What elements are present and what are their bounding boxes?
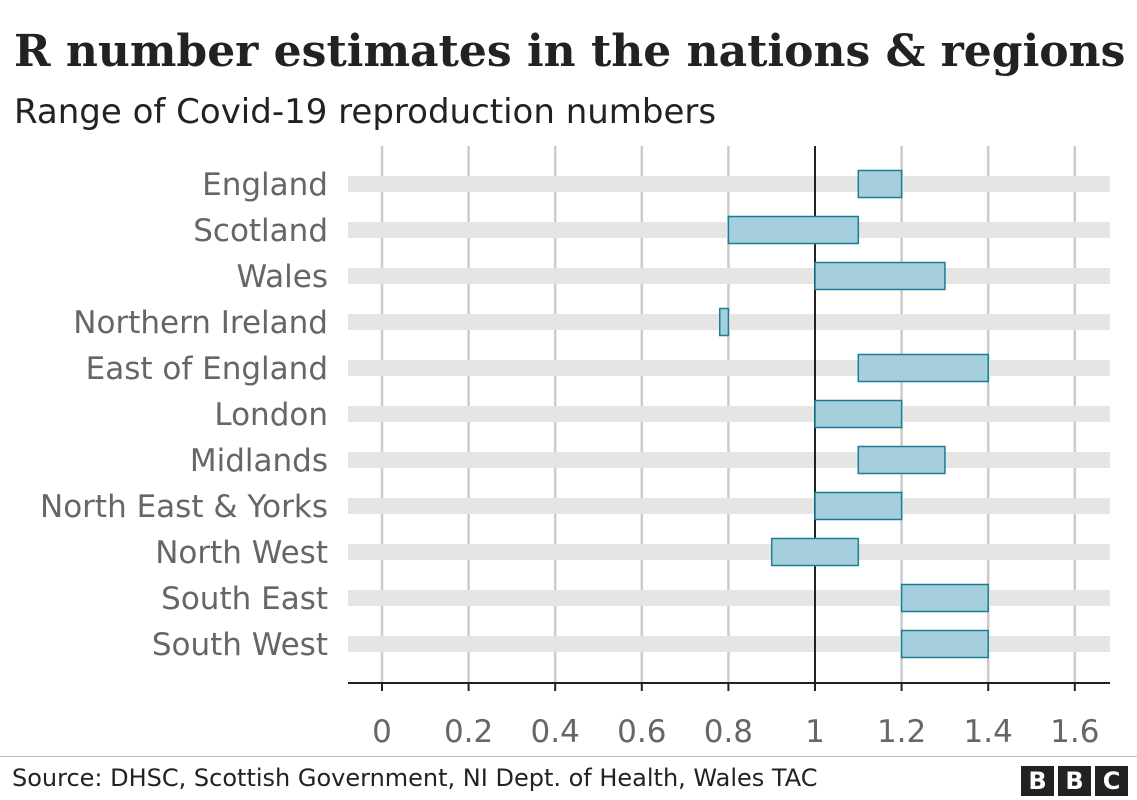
- range-bar: [857, 169, 903, 199]
- chart-title: R number estimates in the nations & regi…: [14, 26, 1126, 77]
- x-tick-label: 1.6: [1050, 714, 1099, 750]
- bbc-logo: B B C: [1021, 766, 1128, 796]
- bbc-logo-block: B: [1021, 766, 1054, 796]
- row-track: [348, 360, 1110, 376]
- category-label: England: [202, 167, 328, 203]
- bbc-logo-block: C: [1095, 766, 1128, 796]
- x-tick-label: 0.8: [704, 714, 753, 750]
- range-bar: [900, 583, 989, 613]
- chart-subtitle: Range of Covid-19 reproduction numbers: [14, 92, 717, 132]
- row-track: [348, 406, 1110, 422]
- x-tick-label: 0.2: [444, 714, 493, 750]
- range-bar: [770, 537, 860, 567]
- x-tick-label: 0.4: [531, 714, 580, 750]
- range-bar: [718, 307, 730, 337]
- source-note: Source: DHSC, Scottish Government, NI De…: [12, 764, 818, 792]
- range-bar: [857, 445, 946, 475]
- row-track: [348, 176, 1110, 192]
- category-label: South West: [152, 627, 328, 663]
- x-tick-label: 0.6: [617, 714, 666, 750]
- category-label: Midlands: [190, 443, 328, 479]
- x-tick-label: 0: [372, 714, 392, 750]
- row-track: [348, 636, 1110, 652]
- row-track: [348, 268, 1110, 284]
- x-tick-label: 1.4: [964, 714, 1013, 750]
- category-label: East of England: [86, 351, 328, 387]
- range-bar-chart: England Scotland Wales Northern Ireland East…: [40, 146, 1110, 750]
- category-label: North East & Yorks: [40, 489, 328, 525]
- category-label: Northern Ireland: [73, 305, 328, 341]
- footer-divider: [0, 756, 1137, 757]
- row-track: [348, 452, 1110, 468]
- range-bar: [814, 261, 946, 291]
- range-bar: [900, 629, 989, 659]
- category-label: Scotland: [193, 213, 328, 249]
- category-label: South East: [161, 581, 328, 617]
- category-label: Wales: [236, 259, 328, 295]
- category-label: North West: [155, 535, 328, 571]
- row-track: [348, 544, 1110, 560]
- x-tick-label: 1.2: [877, 714, 926, 750]
- category-label: London: [214, 397, 328, 433]
- range-bar: [814, 399, 903, 429]
- row-track: [348, 498, 1110, 514]
- row-track: [348, 590, 1110, 606]
- x-tick-label: 1: [805, 714, 825, 750]
- range-bar: [814, 491, 903, 521]
- bbc-logo-block: B: [1058, 766, 1091, 796]
- range-bar: [857, 353, 989, 383]
- range-bar: [727, 215, 860, 245]
